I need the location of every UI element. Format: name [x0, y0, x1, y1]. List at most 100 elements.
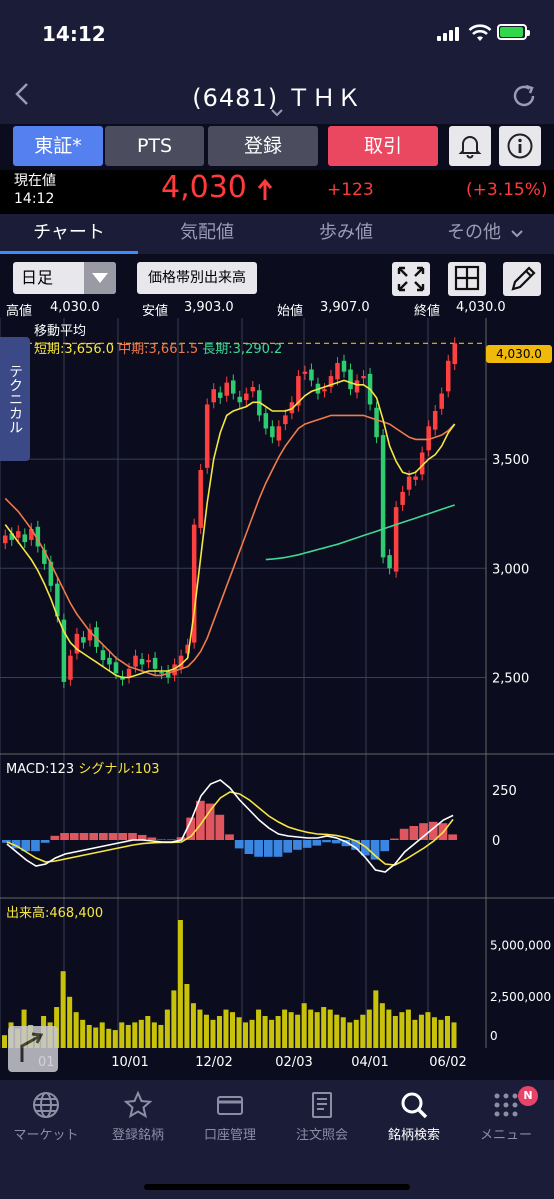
macd-histogram-bar: [2, 840, 11, 843]
tab-other[interactable]: その他: [447, 222, 501, 243]
layout-button[interactable]: [448, 262, 486, 296]
candle: [139, 658, 145, 665]
tab-trades[interactable]: 歩み値: [319, 222, 373, 243]
nav-market[interactable]: マーケット: [0, 1080, 92, 1150]
macd-histogram-bar: [21, 840, 31, 852]
macd-histogram-bar: [137, 834, 147, 840]
draw-button[interactable]: [503, 262, 541, 296]
macd-histogram-bar: [370, 840, 380, 860]
nav-search[interactable]: 銘柄検索: [368, 1080, 460, 1150]
volume-legend: 出来高:468,400: [6, 906, 104, 921]
tab-chart[interactable]: チャート: [0, 214, 138, 254]
nav-watchlist[interactable]: 登録銘柄: [92, 1080, 184, 1150]
macd-histogram-bar: [419, 823, 428, 840]
volume-bar: [360, 1014, 366, 1048]
ma-short-value: 短期:3,656.0: [34, 342, 114, 357]
alert-button[interactable]: [449, 126, 491, 166]
candle: [81, 637, 86, 643]
volume-bar: [412, 1019, 418, 1048]
back-icon[interactable]: [10, 80, 36, 108]
pts-button[interactable]: PTS: [105, 126, 204, 166]
volume-bar: [164, 1009, 170, 1048]
cellular-signal-icon: [437, 27, 463, 41]
macd-histogram-bar: [31, 840, 40, 852]
candle: [361, 376, 366, 379]
document-icon: [312, 1092, 332, 1118]
macd-histogram-bar: [176, 837, 186, 840]
candle: [16, 531, 21, 538]
trade-button[interactable]: 取引: [328, 126, 438, 166]
price-summary: 現在値 14:12 4,030 +123 (+3.15%): [0, 170, 554, 214]
refresh-icon[interactable]: [510, 82, 538, 110]
macd-histogram-bar: [79, 833, 89, 840]
macd-histogram-bar: [69, 833, 79, 840]
candle: [296, 376, 301, 406]
volume-bar: [405, 1009, 411, 1048]
chevron-down-icon[interactable]: [270, 108, 284, 118]
stock-title[interactable]: (6481) ＴＨＫ: [192, 84, 362, 112]
volume-bar: [386, 1009, 392, 1048]
macd-histogram-bar: [196, 800, 205, 840]
globe-icon: [33, 1092, 59, 1118]
macd-histogram-bar: [166, 839, 176, 840]
volume-bar: [86, 1024, 92, 1048]
macd-histogram-bar: [409, 826, 419, 840]
nav-menu[interactable]: メニュー: [460, 1080, 552, 1150]
action-bar: 東証* PTS 登録 取引: [0, 124, 554, 170]
technical-side-tab[interactable]: テクニカル: [0, 337, 30, 461]
register-button[interactable]: 登録: [208, 126, 318, 166]
candle: [165, 670, 171, 678]
nav-bar: (6481) ＴＨＫ: [0, 66, 554, 124]
candle: [152, 657, 158, 669]
tosho-button[interactable]: 東証*: [13, 126, 103, 166]
card-icon: [217, 1096, 243, 1115]
volume-bar: [425, 1012, 431, 1048]
volume-bar: [262, 1016, 268, 1048]
candle: [9, 533, 15, 540]
ma-mid-value: 中期:3,661.5: [118, 342, 199, 357]
signal-line: [6, 791, 454, 866]
macd-tick: 0: [492, 834, 500, 849]
status-bar: 14:12: [0, 0, 554, 66]
candle: [374, 407, 379, 438]
volume-bar: [282, 1009, 288, 1048]
chevron-down-icon[interactable]: [510, 228, 524, 240]
candle: [55, 583, 60, 617]
volume-bar: [249, 1019, 255, 1048]
grid-icon: [454, 265, 480, 291]
volume-bar: [451, 1022, 457, 1048]
x-axis-tick: 10/01: [111, 1055, 148, 1070]
candle: [68, 655, 73, 680]
candle: [113, 662, 119, 674]
y-axis-tick: 2,500: [492, 672, 529, 687]
volume-by-price-button[interactable]: 価格帯別出来高: [137, 262, 257, 294]
volume-bar: [321, 1007, 327, 1048]
undo-icon: [20, 1032, 44, 1062]
undo-button[interactable]: [8, 1026, 58, 1072]
macd-histogram-bar: [215, 814, 225, 840]
period-select[interactable]: 日足: [13, 262, 116, 294]
close-label: 終値: [414, 304, 441, 319]
macd-histogram-bar: [128, 833, 137, 840]
macd-histogram-bar: [99, 833, 108, 840]
volume-bar: [301, 1003, 307, 1048]
tab-quotes[interactable]: 気配値: [180, 222, 234, 243]
macd-histogram-bar: [399, 828, 409, 840]
candle: [426, 426, 431, 451]
volume-bar: [190, 1003, 196, 1048]
info-button[interactable]: [499, 126, 541, 166]
volume-bar: [418, 1014, 424, 1048]
candle: [231, 380, 236, 394]
nav-orders[interactable]: 注文照会: [276, 1080, 368, 1150]
bell-icon: [458, 136, 482, 159]
candle: [185, 644, 190, 654]
nav-account[interactable]: 口座管理: [184, 1080, 276, 1150]
volume-bar: [353, 1019, 359, 1048]
volume-bar: [275, 1016, 281, 1048]
candle: [328, 376, 334, 387]
y-axis-tick: 3,500: [492, 453, 529, 468]
candle: [276, 426, 282, 441]
x-axis-tick: 04/01: [351, 1055, 388, 1070]
stock-chart[interactable]: 3,5003,0002,50025005,000,0002,500,000001…: [0, 318, 554, 1078]
fullscreen-button[interactable]: [392, 262, 430, 296]
